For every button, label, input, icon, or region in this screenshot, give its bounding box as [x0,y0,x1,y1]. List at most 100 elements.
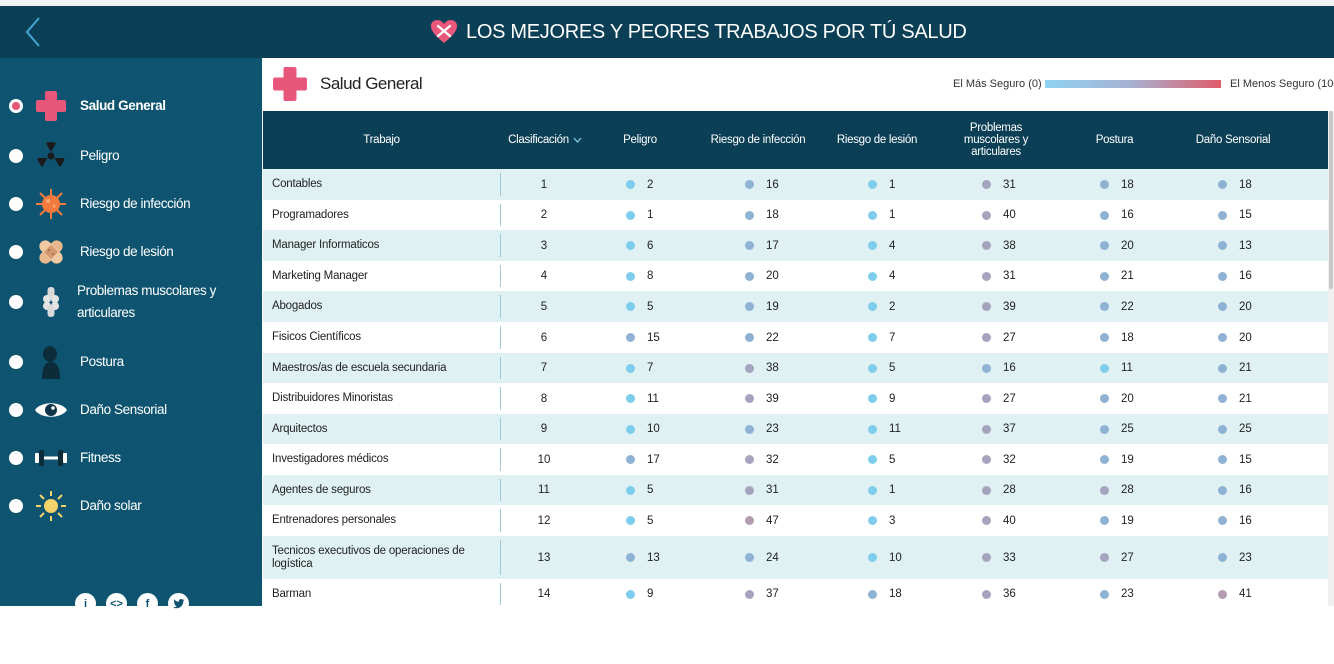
header-riesgo-lesion[interactable]: Riesgo de lesión [836,134,918,146]
sidebar-item-dano-sensorial[interactable]: Daño Sensorial [0,394,262,426]
table-row[interactable]: Barman 14 9 37 18 36 23 41 [263,579,1330,606]
nav-radio[interactable] [9,245,23,259]
table-row[interactable]: Marketing Manager 4 8 20 4 31 21 16 [263,261,1330,291]
table-row[interactable]: Fisicos Científicos 6 15 22 7 27 18 20 [263,322,1330,353]
cell-trabajo: Entrenadores personales [272,514,396,526]
sidebar-item-riesgo-lesion[interactable]: Riesgo de lesión [0,236,262,268]
scrollbar-thumb[interactable] [1329,111,1333,289]
sidebar-item-peligro[interactable]: Peligro [0,140,262,172]
sidebar-item-postura[interactable]: Postura [0,346,262,379]
score-dot [745,363,754,373]
table-row[interactable]: Maestros/as de escuela secundaria 7 7 38 5 16… [263,353,1330,383]
table-row[interactable]: Agentes de seguros 11 5 31 1 28 28 16 [263,475,1330,505]
score-value: 6 [647,239,654,252]
cell-muscular: 39 [982,291,1042,322]
table-row[interactable]: Programadores 2 1 18 1 40 16 15 [263,200,1330,230]
cell-infeccion: 22 [745,322,805,353]
table-row[interactable]: Contables 1 2 16 1 31 18 18 [263,169,1330,200]
header-problemas-muscolares[interactable]: Problemas muscolares y articulares [963,122,1029,158]
score-value: 18 [1121,178,1134,191]
cell-trabajo: Fisicos Científicos [272,331,361,343]
table-row[interactable]: Entrenadores personales 12 5 47 3 40 19 16 [263,505,1330,536]
sidebar-item-dano-solar[interactable]: Daño solar [0,490,262,522]
header-dano-sensorial[interactable]: Daño Sensorial [1195,134,1271,146]
sidebar-item-problemas-muscolares[interactable]: Problemas muscolares y articulares [0,280,262,324]
score-value: 20 [1121,392,1134,405]
score-value: 22 [766,331,779,344]
cell-clasificacion: 7 [540,362,548,374]
bandage-icon [34,235,68,269]
cell-clasificacion: 8 [540,392,548,405]
back-button[interactable] [18,14,48,50]
score-value: 16 [1239,514,1252,527]
table-row[interactable]: Abogados 5 5 19 2 39 22 20 [263,291,1330,322]
score-dot [745,485,754,495]
embed-icon[interactable]: <> [106,593,127,614]
lenstore-logo-mark [46,627,77,664]
cell-lesion: 1 [868,475,928,505]
nav-radio[interactable] [9,197,23,211]
header-postura[interactable]: Postura [1095,134,1134,146]
score-dot [1100,589,1109,599]
cell-postura: 23 [1100,579,1160,606]
cell-clasificacion: 9 [540,423,548,435]
score-value: 5 [889,362,896,374]
twitter-icon[interactable] [168,593,189,614]
info-icon[interactable]: i [75,593,96,614]
table-row[interactable]: Investigadores médicos 10 17 32 5 32 19 15 [263,444,1330,475]
table-row[interactable]: Arquitectos 9 10 23 11 37 25 25 [263,414,1330,444]
column-divider [500,448,501,471]
cell-postura: 11 [1100,353,1160,383]
score-dot [1100,271,1109,281]
header-peligro[interactable]: Peligro [623,134,657,146]
lenstore-logo[interactable]: LENSTORE.es LENTILLAS ONLINE [42,624,244,664]
nav-radio[interactable] [9,149,23,163]
cell-sensorial: 20 [1218,322,1278,353]
cell-infeccion: 38 [745,353,805,383]
bone-joint-icon [34,285,68,319]
scrollbar-track[interactable] [1328,111,1334,606]
sidebar-item-fitness[interactable]: Fitness [0,442,262,474]
score-dot [868,241,877,250]
sidebar-item-label: Daño solar [80,498,142,513]
legend-min-label: El Más Seguro (0) [953,78,1042,90]
score-dot [1218,271,1227,281]
cell-sensorial: 23 [1218,536,1278,579]
score-dot [745,553,754,562]
cell-muscular: 31 [982,261,1042,291]
cell-trabajo: Manager Informaticos [272,239,380,251]
table-row[interactable]: Distribuidores Minoristas 8 11 39 9 27 20 21 [263,383,1330,414]
nav-radio[interactable] [9,499,23,513]
cell-infeccion: 32 [745,444,805,475]
cell-infeccion: 16 [745,169,805,200]
dumbbell-icon [34,441,68,475]
sidebar-item-riesgo-infeccion[interactable]: Riesgo de infección [0,188,262,220]
cell-trabajo: Agentes de seguros [272,483,371,496]
nav-radio[interactable] [9,355,23,369]
nav-radio[interactable] [9,451,23,465]
sidebar-item-label: Postura [80,354,124,369]
score-dot [626,241,635,250]
nav-radio[interactable] [9,403,23,417]
header-trabajo[interactable]: Trabajo [363,134,400,146]
cell-trabajo: Investigadores médicos [272,453,389,465]
column-divider [500,295,501,318]
table-row[interactable]: Manager Informaticos 3 6 17 4 38 20 13 [263,230,1330,261]
cell-trabajo: Distribuidores Minoristas [272,392,393,404]
header-riesgo-infeccion[interactable]: Riesgo de infección [710,134,806,146]
score-value: 20 [1239,331,1252,344]
window-top-strip [0,0,1334,6]
facebook-icon[interactable]: f [137,593,158,614]
score-dot [868,333,877,342]
score-value: 21 [1121,270,1134,282]
column-divider [500,387,501,410]
score-value: 24 [766,551,779,564]
score-dot [626,485,635,495]
nav-radio[interactable] [9,99,23,113]
score-value: 7 [647,362,654,374]
sidebar-item-salud-general[interactable]: Salud General [0,90,262,122]
nav-radio[interactable] [9,295,23,309]
cell-peligro: 5 [626,291,686,322]
header-clasificacion[interactable]: Clasificación [500,111,590,169]
table-row[interactable]: Tecnicos executivos de operaciones de lo… [263,536,1330,579]
